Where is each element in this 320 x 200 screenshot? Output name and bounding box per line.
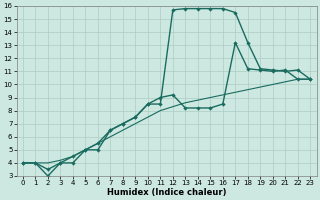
X-axis label: Humidex (Indice chaleur): Humidex (Indice chaleur) [107,188,226,197]
